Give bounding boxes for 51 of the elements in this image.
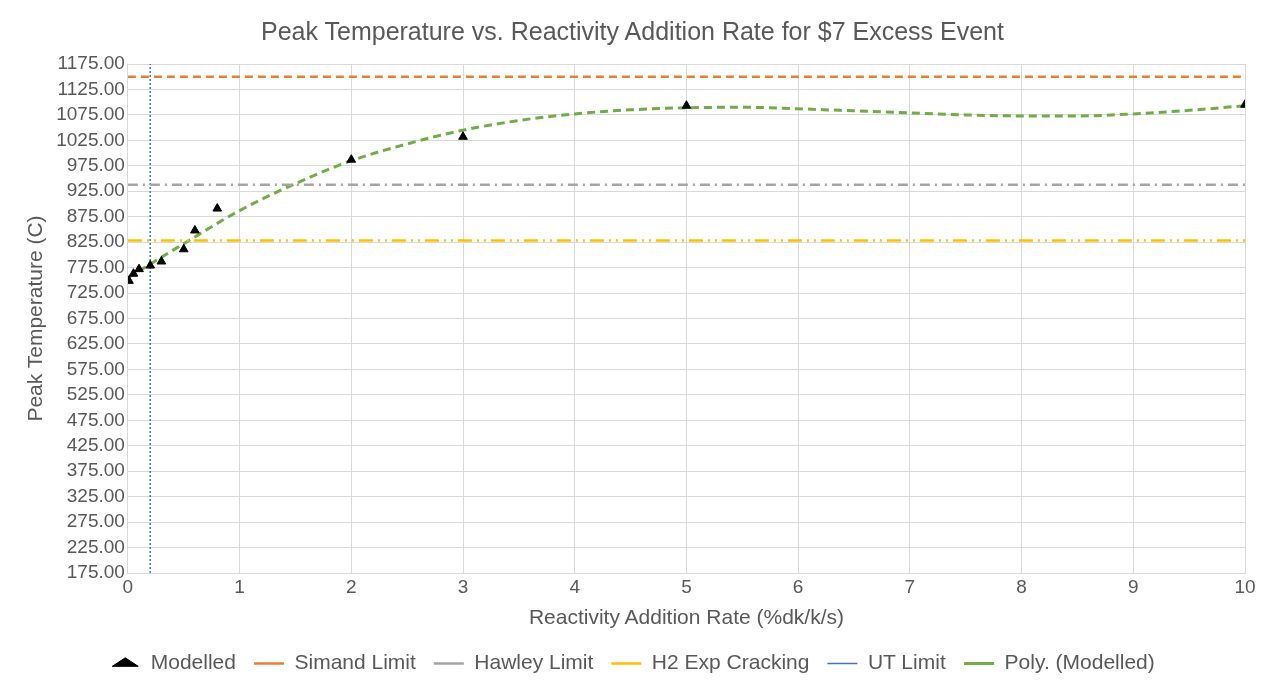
point bbox=[134, 263, 144, 273]
x-tick-label: 6 bbox=[792, 575, 804, 597]
y-tick-label: 775.00 bbox=[66, 255, 125, 277]
point bbox=[178, 243, 189, 253]
point bbox=[190, 224, 200, 234]
legend-label: Simand Limit bbox=[294, 650, 416, 674]
point bbox=[145, 260, 156, 269]
legend-label: Hawley Limit bbox=[474, 650, 594, 674]
y-tick-label: 175.00 bbox=[66, 561, 125, 583]
point bbox=[128, 268, 139, 277]
y-tick-label: 1175.00 bbox=[57, 52, 125, 74]
legend-label: Poly. (Modelled) bbox=[1004, 650, 1155, 674]
x-tick-label: 7 bbox=[904, 575, 916, 597]
y-tick-label: 325.00 bbox=[66, 484, 125, 506]
legend-label: Modelled bbox=[150, 650, 236, 674]
x-tick-label: 10 bbox=[1234, 575, 1256, 597]
x-tick-label: 3 bbox=[457, 575, 469, 597]
legend-label: UT Limit bbox=[867, 650, 946, 674]
point bbox=[346, 154, 357, 163]
y-tick-label: 225.00 bbox=[66, 535, 125, 557]
point bbox=[156, 255, 167, 265]
y-tick-label: 925.00 bbox=[66, 179, 125, 201]
y-tick-label: 275.00 bbox=[66, 510, 125, 532]
point bbox=[458, 131, 468, 140]
x-tick-label: 8 bbox=[1016, 575, 1027, 597]
x-tick-label: 0 bbox=[122, 575, 134, 597]
x-tick-label: 5 bbox=[681, 575, 692, 597]
y-tick-label: 1025.00 bbox=[56, 128, 125, 150]
y-tick-label: 475.00 bbox=[66, 408, 125, 430]
legend-label: H2 Exp Cracking bbox=[651, 650, 810, 674]
x-axis-title: Reactivity Addition Rate (%dk/k/s) bbox=[528, 605, 844, 629]
chart-title: Peak Temperature vs. Reactivity Addition Rate for $7 Excess Event bbox=[261, 16, 1005, 45]
y-tick-label: 625.00 bbox=[66, 332, 125, 354]
y-tick-label: 1125.00 bbox=[57, 77, 125, 99]
y-tick-label: 425.00 bbox=[66, 433, 125, 455]
y-axis-title: Peak Temperature (C) bbox=[23, 215, 47, 422]
x-tick-label: 9 bbox=[1128, 575, 1139, 597]
y-tick-label: 375.00 bbox=[66, 459, 125, 481]
x-tick-label: 4 bbox=[569, 575, 581, 597]
point bbox=[212, 203, 223, 212]
y-tick-label: 875.00 bbox=[66, 204, 125, 226]
point bbox=[681, 100, 692, 109]
y-tick-label: 825.00 bbox=[66, 230, 125, 252]
y-tick-label: 575.00 bbox=[66, 357, 125, 379]
y-tick-label: 1075.00 bbox=[56, 103, 125, 125]
x-tick-label: 2 bbox=[346, 575, 357, 597]
y-tick-label: 675.00 bbox=[66, 306, 125, 328]
x-tick-label: 1 bbox=[234, 575, 245, 597]
y-tick-label: 725.00 bbox=[66, 281, 125, 303]
y-tick-label: 975.00 bbox=[66, 154, 125, 176]
y-tick-label: 525.00 bbox=[66, 383, 125, 405]
